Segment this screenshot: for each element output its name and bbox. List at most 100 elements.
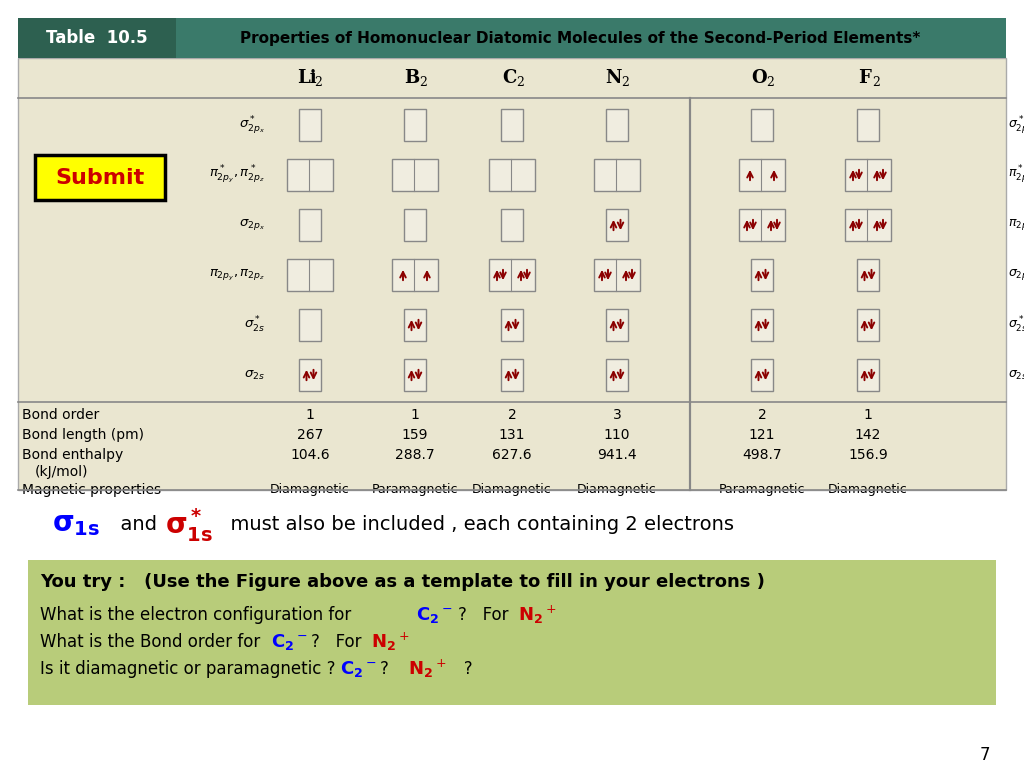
- Text: $\pi_{2p_y}, \pi_{2p_z}$: $\pi_{2p_y}, \pi_{2p_z}$: [209, 267, 265, 283]
- Text: 156.9: 156.9: [848, 448, 888, 462]
- Text: Table  10.5: Table 10.5: [46, 29, 147, 47]
- Text: $\sigma_{2s}$: $\sigma_{2s}$: [1008, 368, 1024, 381]
- Text: Paramagnetic: Paramagnetic: [719, 483, 805, 496]
- Bar: [287, 259, 333, 291]
- Bar: [18, 18, 176, 58]
- Bar: [299, 359, 321, 391]
- Text: Bond enthalpy: Bond enthalpy: [22, 448, 123, 462]
- Text: $\sigma_{2s}$: $\sigma_{2s}$: [244, 368, 265, 381]
- Bar: [489, 159, 535, 191]
- Text: 2: 2: [758, 408, 766, 422]
- Text: 142: 142: [855, 428, 882, 442]
- Text: 104.6: 104.6: [290, 448, 330, 462]
- Text: What is the Bond order for: What is the Bond order for: [40, 633, 265, 651]
- Text: and: and: [108, 516, 170, 534]
- Bar: [18, 58, 1006, 490]
- Bar: [751, 259, 773, 291]
- Bar: [845, 159, 891, 191]
- Bar: [739, 159, 785, 191]
- Text: Submit: Submit: [55, 168, 144, 188]
- Bar: [404, 359, 426, 391]
- Text: O: O: [752, 69, 767, 87]
- Text: 627.6: 627.6: [493, 448, 531, 462]
- Text: $\mathbf{C_2}^-$: $\mathbf{C_2}^-$: [271, 632, 307, 652]
- Text: 131: 131: [499, 428, 525, 442]
- Text: $\pi^*_{2p_y}, \pi^*_{2p_z}$: $\pi^*_{2p_y}, \pi^*_{2p_z}$: [209, 164, 265, 186]
- Text: You try :   (Use the Figure above as a template to fill in your electrons ): You try : (Use the Figure above as a tem…: [40, 573, 765, 591]
- Bar: [501, 209, 523, 241]
- Bar: [287, 159, 333, 191]
- Text: 121: 121: [749, 428, 775, 442]
- Bar: [489, 259, 535, 291]
- Text: $\mathbf{\sigma^*_{1s}}$: $\mathbf{\sigma^*_{1s}}$: [165, 506, 213, 544]
- Text: $\mathbf{C_2}^-$: $\mathbf{C_2}^-$: [416, 605, 453, 625]
- Text: 2: 2: [419, 76, 427, 90]
- Bar: [857, 109, 879, 141]
- Text: $\sigma_{2p_x}$: $\sigma_{2p_x}$: [1008, 268, 1024, 283]
- Text: $\pi_{2p_y}, \pi_{2p_z}$: $\pi_{2p_y}, \pi_{2p_z}$: [1008, 218, 1024, 232]
- Bar: [35, 155, 165, 200]
- Bar: [751, 309, 773, 341]
- Bar: [606, 109, 628, 141]
- Text: C: C: [502, 69, 516, 87]
- Text: 2: 2: [766, 76, 774, 90]
- Bar: [299, 109, 321, 141]
- Text: 2: 2: [872, 76, 880, 90]
- Bar: [857, 309, 879, 341]
- Text: $\sigma^*_{2p_x}$: $\sigma^*_{2p_x}$: [1008, 114, 1024, 136]
- Text: Bond length (pm): Bond length (pm): [22, 428, 144, 442]
- Text: 941.4: 941.4: [597, 448, 637, 462]
- Text: 2: 2: [622, 76, 629, 90]
- Bar: [28, 560, 996, 705]
- Text: B: B: [404, 69, 420, 87]
- Text: Properties of Homonuclear Diatomic Molecules of the Second-Period Elements*: Properties of Homonuclear Diatomic Molec…: [240, 31, 921, 46]
- Bar: [845, 209, 891, 241]
- Text: Paramagnetic: Paramagnetic: [372, 483, 459, 496]
- Text: What is the electron configuration for: What is the electron configuration for: [40, 606, 356, 624]
- Text: 2: 2: [516, 76, 524, 90]
- Bar: [299, 209, 321, 241]
- Text: ?: ?: [449, 660, 473, 678]
- Bar: [606, 309, 628, 341]
- Text: $\pi^*_{2p_y}, \pi^*_{2p_z}$: $\pi^*_{2p_y}, \pi^*_{2p_z}$: [1008, 164, 1024, 186]
- Text: $\mathbf{N_2}^+$: $\mathbf{N_2}^+$: [408, 658, 446, 680]
- Bar: [392, 259, 438, 291]
- Bar: [501, 359, 523, 391]
- Text: 1: 1: [863, 408, 872, 422]
- Text: $\mathbf{C_2}^-$: $\mathbf{C_2}^-$: [340, 659, 377, 679]
- Bar: [857, 259, 879, 291]
- Bar: [18, 18, 1006, 58]
- Text: 7: 7: [980, 746, 990, 764]
- Text: Diamagnetic: Diamagnetic: [270, 483, 350, 496]
- Bar: [751, 109, 773, 141]
- Text: 3: 3: [612, 408, 622, 422]
- Text: 110: 110: [604, 428, 630, 442]
- Bar: [404, 109, 426, 141]
- Bar: [392, 159, 438, 191]
- Text: Bond order: Bond order: [22, 408, 99, 422]
- Bar: [594, 159, 640, 191]
- Text: 498.7: 498.7: [742, 448, 781, 462]
- Bar: [857, 359, 879, 391]
- Text: 2: 2: [508, 408, 516, 422]
- Text: Magnetic properties: Magnetic properties: [22, 483, 161, 497]
- Bar: [501, 309, 523, 341]
- Bar: [501, 109, 523, 141]
- Bar: [594, 259, 640, 291]
- Text: $\sigma^*_{2s}$: $\sigma^*_{2s}$: [1008, 315, 1024, 335]
- Text: 2: 2: [314, 76, 322, 90]
- Bar: [299, 309, 321, 341]
- Text: $\mathbf{N_2}^+$: $\mathbf{N_2}^+$: [371, 631, 410, 653]
- Bar: [606, 209, 628, 241]
- Text: Diamagnetic: Diamagnetic: [828, 483, 908, 496]
- Text: ?: ?: [380, 660, 399, 678]
- Bar: [751, 359, 773, 391]
- Text: $\sigma_{2p_x}$: $\sigma_{2p_x}$: [239, 218, 265, 232]
- Bar: [739, 209, 785, 241]
- Bar: [404, 209, 426, 241]
- Text: 267: 267: [297, 428, 324, 442]
- Text: must also be included , each containing 2 electrons: must also be included , each containing …: [218, 516, 734, 534]
- Text: Is it diamagnetic or paramagnetic ?: Is it diamagnetic or paramagnetic ?: [40, 660, 336, 678]
- Text: $\sigma^*_{2s}$: $\sigma^*_{2s}$: [244, 315, 265, 335]
- Bar: [606, 359, 628, 391]
